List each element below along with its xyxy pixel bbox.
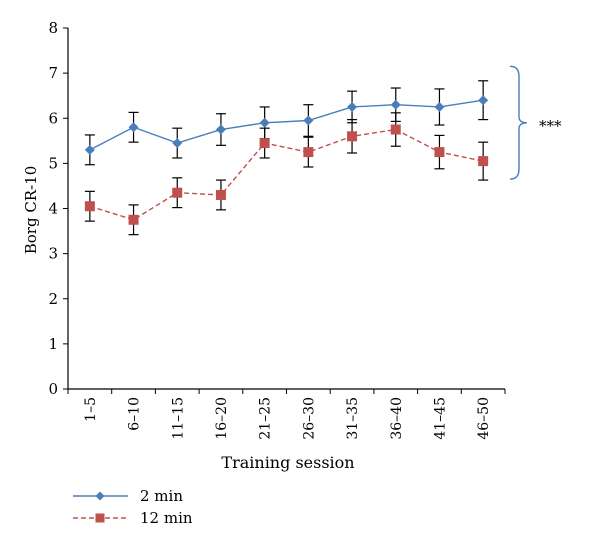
data-point-marker xyxy=(84,201,95,212)
x-tick-label: 11–15 xyxy=(170,397,186,440)
y-tick-label: 4 xyxy=(48,200,58,218)
y-tick-label: 3 xyxy=(48,245,58,263)
data-point-marker xyxy=(215,124,226,135)
y-tick-label: 0 xyxy=(48,380,58,398)
x-tick-label: 46–50 xyxy=(476,397,492,440)
series-line xyxy=(89,128,484,221)
y-axis-label: Borg CR-10 xyxy=(22,166,40,255)
x-tick-label: 36–40 xyxy=(389,397,405,440)
x-tick-label: 1–5 xyxy=(83,397,99,422)
legend-item-2: 12 min xyxy=(73,509,193,527)
data-point-marker xyxy=(259,117,270,128)
data-point-marker xyxy=(347,101,358,112)
data-point-marker xyxy=(84,144,95,155)
x-tick-label: 6–10 xyxy=(127,397,143,431)
y-tick-label: 1 xyxy=(48,335,58,353)
y-tick-label: 2 xyxy=(48,290,58,308)
y-tick-label: 5 xyxy=(48,154,58,172)
y-axis-ticks: 0 1 2 3 4 5 6 7 8 xyxy=(48,19,68,398)
data-point-marker xyxy=(95,513,105,523)
data-point-marker xyxy=(215,189,226,200)
data-point-marker xyxy=(95,491,105,501)
x-tick-label: 31–35 xyxy=(345,397,361,440)
data-point-marker xyxy=(434,147,445,158)
data-point-marker xyxy=(434,101,445,112)
data-point-marker xyxy=(390,99,401,110)
data-point-marker xyxy=(303,147,314,158)
data-point-marker xyxy=(172,187,183,198)
legend-item-1: 2 min xyxy=(73,487,183,505)
data-point-marker xyxy=(172,138,183,149)
y-tick-label: 8 xyxy=(48,19,58,37)
significance-stars: *** xyxy=(539,117,562,135)
x-tick-label: 16–20 xyxy=(214,397,230,440)
series-1 xyxy=(84,80,489,166)
series-2 xyxy=(84,112,489,236)
data-point-marker xyxy=(478,156,489,167)
series-layer xyxy=(84,80,489,236)
series-line xyxy=(89,99,484,151)
data-point-marker xyxy=(303,115,314,126)
legend-label: 12 min xyxy=(140,509,193,527)
y-tick-label: 7 xyxy=(48,64,58,82)
x-tick-label: 26–30 xyxy=(301,397,317,440)
data-point-marker xyxy=(347,131,358,142)
data-point-marker xyxy=(390,124,401,135)
legend-label: 2 min xyxy=(140,487,183,505)
legend: 2 min 12 min xyxy=(73,487,193,527)
data-point-marker xyxy=(259,138,270,149)
x-axis-label: Training session xyxy=(221,453,354,472)
x-tick-label: 21–25 xyxy=(258,397,274,440)
x-axis-ticks: 1–5 6–10 11–15 16–20 21–25 26–30 31–35 36–40 41–… xyxy=(67,389,506,440)
data-point-marker xyxy=(128,214,139,225)
data-point-marker xyxy=(128,122,139,133)
significance-annotation: *** xyxy=(509,65,562,180)
x-tick-label: 41–45 xyxy=(432,397,448,440)
y-tick-label: 6 xyxy=(48,109,58,127)
significance-bracket xyxy=(509,65,528,180)
data-point-marker xyxy=(478,95,489,106)
